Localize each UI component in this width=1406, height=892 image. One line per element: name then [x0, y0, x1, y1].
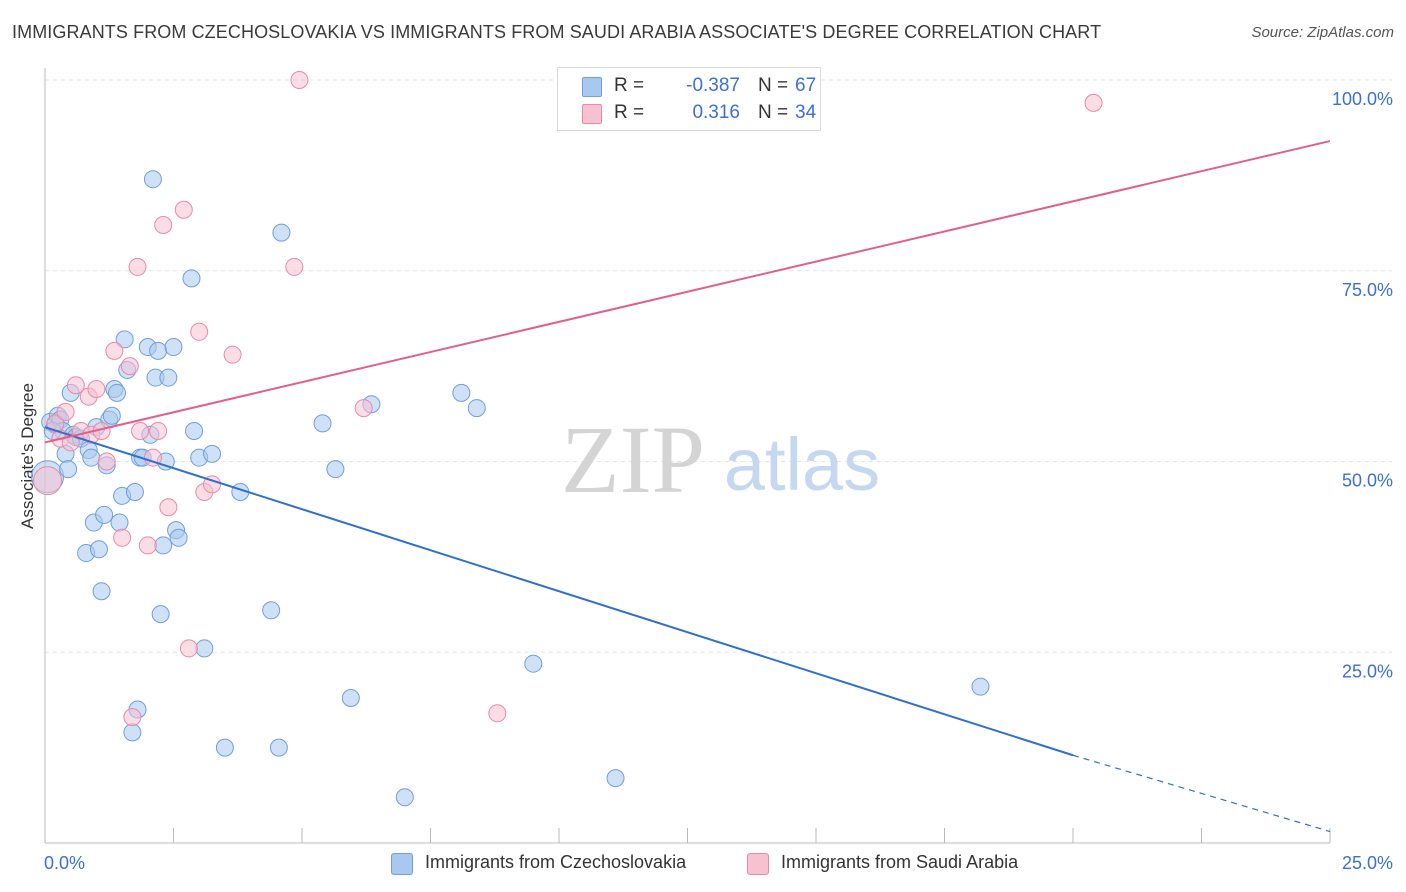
- point-czechoslovakia: [159, 368, 178, 387]
- point-saudi-arabia: [354, 399, 373, 418]
- watermark-atlas: atlas: [724, 423, 880, 506]
- point-saudi-arabia: [120, 357, 139, 376]
- x-tick-label: 0.0%: [44, 853, 85, 873]
- n-label: N =: [758, 102, 789, 123]
- point-czechoslovakia: [326, 460, 345, 479]
- legend-label: Immigrants from Saudi Arabia: [781, 852, 1019, 872]
- point-saudi-arabia: [159, 498, 178, 517]
- point-saudi-arabia: [488, 704, 507, 723]
- point-czechoslovakia: [606, 769, 625, 788]
- point-czechoslovakia: [89, 540, 108, 559]
- y-tick-label: 75.0%: [1342, 280, 1393, 300]
- point-czechoslovakia: [149, 341, 168, 360]
- point-czechoslovakia: [971, 677, 990, 696]
- y-tick-label: 50.0%: [1342, 471, 1393, 491]
- point-czechoslovakia: [215, 738, 234, 757]
- point-czechoslovakia: [467, 399, 486, 418]
- point-saudi-arabia: [290, 71, 309, 89]
- point-saudi-arabia: [128, 257, 147, 276]
- stats-box: R = -0.387 N = 67 R = 0.316 N = 34: [557, 67, 821, 131]
- point-czechoslovakia: [203, 444, 222, 463]
- legend-label: Immigrants from Czechoslovakia: [425, 852, 687, 872]
- point-saudi-arabia: [56, 402, 75, 421]
- point-czechoslovakia: [82, 448, 101, 467]
- data-points: [31, 71, 1103, 807]
- point-czechoslovakia: [341, 689, 360, 708]
- grid-lines: [45, 79, 1392, 653]
- point-czechoslovakia: [269, 738, 288, 757]
- point-saudi-arabia: [131, 421, 150, 440]
- point-saudi-arabia: [123, 708, 142, 727]
- axes: [44, 68, 1331, 844]
- point-saudi-arabia: [174, 200, 193, 219]
- point-czechoslovakia: [195, 639, 214, 658]
- point-saudi-arabia: [179, 639, 198, 658]
- point-czechoslovakia: [115, 330, 134, 349]
- point-czechoslovakia: [169, 528, 188, 547]
- point-saudi-arabia: [105, 341, 124, 360]
- x-tick-label: 25.0%: [1342, 853, 1393, 873]
- point-czechoslovakia: [262, 601, 281, 620]
- point-czechoslovakia: [185, 421, 204, 440]
- point-saudi-arabia: [149, 421, 168, 440]
- r-value: -0.387: [686, 75, 740, 96]
- point-czechoslovakia: [151, 605, 170, 624]
- point-saudi-arabia: [33, 466, 63, 496]
- point-czechoslovakia: [95, 505, 114, 524]
- point-czechoslovakia: [102, 406, 121, 425]
- point-czechoslovakia: [182, 269, 201, 288]
- n-value: 34: [795, 102, 817, 123]
- point-czechoslovakia: [143, 170, 162, 189]
- point-czechoslovakia: [123, 723, 142, 742]
- r-label: R =: [614, 75, 645, 96]
- watermark: ZIP atlas: [561, 406, 880, 513]
- point-saudi-arabia: [154, 215, 173, 234]
- legend-swatch-czechoslovakia: [391, 853, 413, 875]
- point-czechoslovakia: [524, 654, 543, 673]
- legend-swatch-saudi-arabia: [747, 853, 769, 875]
- source-label: Source: ZipAtlas.com: [1251, 24, 1394, 41]
- point-czechoslovakia: [154, 536, 173, 555]
- point-czechoslovakia: [313, 414, 332, 433]
- swatch-czechoslovakia: [582, 77, 602, 97]
- point-czechoslovakia: [395, 788, 414, 807]
- tick-labels: 100.0% 75.0% 50.0% 25.0% 0.0% 25.0%: [44, 89, 1393, 873]
- legend: Immigrants from Czechoslovakia Immigrant…: [0, 852, 1406, 878]
- point-czechoslovakia: [272, 223, 291, 242]
- trend-lines: [44, 140, 1331, 833]
- r-value: 0.316: [692, 102, 740, 123]
- point-saudi-arabia: [190, 322, 209, 341]
- point-saudi-arabia: [87, 380, 106, 399]
- point-czechoslovakia: [107, 383, 126, 402]
- point-saudi-arabia: [223, 345, 242, 364]
- point-saudi-arabia: [1084, 93, 1103, 112]
- point-czechoslovakia: [92, 582, 111, 601]
- point-czechoslovakia: [164, 338, 183, 357]
- y-tick-label: 25.0%: [1342, 661, 1393, 681]
- point-czechoslovakia: [452, 383, 471, 402]
- point-czechoslovakia: [59, 460, 78, 479]
- point-saudi-arabia: [113, 528, 132, 547]
- trend-czechoslovakia-extension: [1072, 754, 1331, 833]
- n-label: N =: [758, 75, 789, 96]
- watermark-zip: ZIP: [561, 406, 705, 513]
- point-czechoslovakia: [110, 513, 129, 532]
- trend-czechoslovakia: [44, 426, 1074, 757]
- n-value: 67: [795, 75, 817, 96]
- r-label: R =: [614, 102, 645, 123]
- point-saudi-arabia: [66, 376, 85, 395]
- swatch-saudi-arabia: [582, 104, 602, 124]
- chart-title: IMMIGRANTS FROM CZECHOSLOVAKIA VS IMMIGR…: [12, 22, 1102, 42]
- trend-saudi-arabia: [44, 140, 1331, 444]
- point-saudi-arabia: [138, 536, 157, 555]
- point-czechoslovakia: [125, 483, 144, 502]
- y-tick-label: 100.0%: [1332, 89, 1393, 109]
- point-saudi-arabia: [285, 257, 304, 276]
- point-saudi-arabia: [97, 452, 116, 471]
